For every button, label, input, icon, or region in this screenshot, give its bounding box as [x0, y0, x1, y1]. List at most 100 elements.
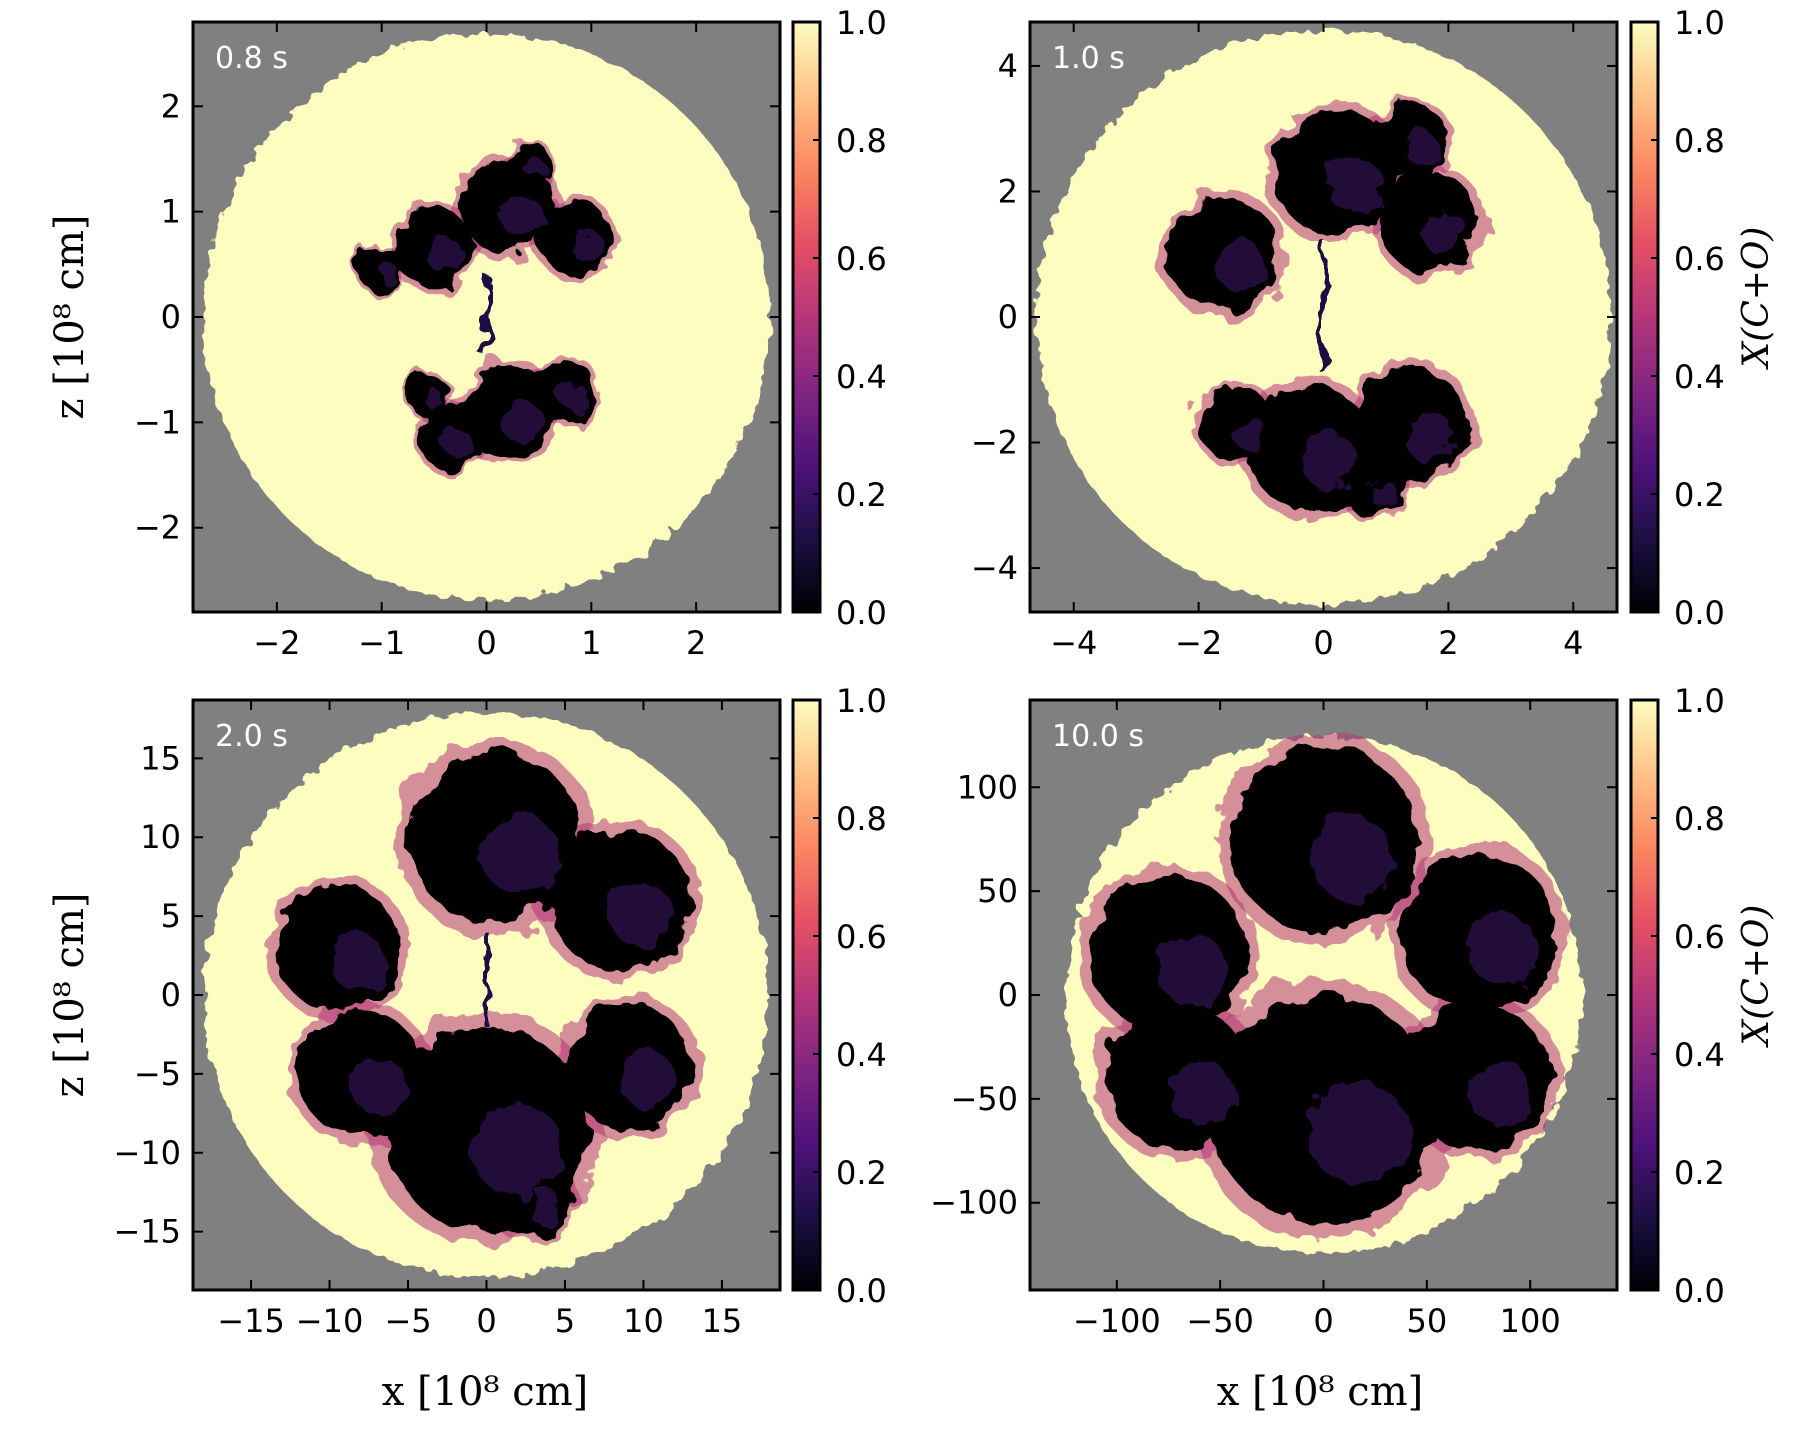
colorbar-tick-label: 0.2	[1674, 476, 1725, 514]
x-tick-label: 4	[1563, 624, 1583, 662]
plume-texture	[1467, 1060, 1533, 1126]
colorbar-tick-label: 1.0	[836, 4, 887, 42]
heatmap-content	[203, 33, 770, 601]
plume-texture	[1230, 414, 1265, 449]
burned-plumes	[265, 737, 702, 1247]
burned-plumes	[1078, 732, 1569, 1240]
panel-bottom-right: 10.0 s −100 −50 0 50 100 −100 −50 0 50 100 0.0 0.2 0.…	[930, 682, 1777, 1340]
colorbar	[791, 698, 822, 1292]
plume-texture	[1306, 1080, 1409, 1184]
plume-texture	[527, 1190, 564, 1226]
colorbar-tick-label: 0.2	[1674, 1154, 1725, 1192]
colorbar-label: X(C+O)	[1736, 227, 1777, 371]
plume-texture	[378, 263, 399, 285]
colorbar-tick-label: 0.0	[836, 594, 887, 632]
y-tick-label: 0	[161, 298, 181, 336]
time-label: 10.0 s	[1052, 719, 1144, 754]
heatmap-content	[1036, 29, 1611, 605]
colorbar-tick-label: 0.8	[1674, 122, 1725, 160]
plume-texture	[425, 390, 445, 410]
y-tick-label: −2	[134, 509, 181, 547]
colorbar-tick-label: 0.8	[836, 122, 887, 160]
plume-texture	[445, 430, 474, 459]
plume-texture	[1402, 409, 1454, 461]
plume-texture	[1422, 210, 1468, 256]
time-label: 1.0 s	[1052, 41, 1125, 76]
x-tick-label: −50	[1186, 1302, 1254, 1340]
plume-texture	[524, 158, 546, 180]
colorbar-label: X(C+O)	[1736, 905, 1777, 1049]
colorbar-tick-label: 0.2	[836, 476, 887, 514]
x-tick-label: −15	[217, 1302, 285, 1340]
colorbar	[1629, 20, 1660, 614]
y-tick-label: 50	[977, 872, 1018, 910]
x-tick-label: 0	[1313, 1302, 1333, 1340]
plume-texture	[1368, 478, 1397, 507]
colorbar-tick-label: 0.8	[1674, 800, 1725, 838]
plume-texture	[428, 238, 464, 275]
x-tick-label: 1	[581, 624, 601, 662]
y-tick-label: −1	[134, 403, 181, 441]
x-tick-label: −1	[358, 624, 405, 662]
colorbar-tick-label: 0.0	[1674, 1272, 1725, 1310]
plume-texture	[327, 932, 385, 989]
x-tick-label: −4	[1050, 624, 1097, 662]
plume-texture	[609, 882, 673, 947]
x-tick-label: −100	[1073, 1302, 1161, 1340]
plume-texture	[1405, 131, 1440, 166]
plume-texture	[1309, 816, 1394, 900]
y-tick-label: −10	[113, 1134, 181, 1172]
x-tick-label: 2	[686, 624, 706, 662]
x-tick-label: 0	[476, 1302, 496, 1340]
time-label: 0.8 s	[215, 41, 288, 76]
plume-texture	[471, 1103, 564, 1196]
plume-texture	[351, 1058, 409, 1115]
colorbar-tick-label: 0.4	[1674, 358, 1725, 396]
y-tick-label: −5	[134, 1055, 181, 1093]
y-tick-label: 10	[140, 818, 181, 856]
y-tick-label: −50	[950, 1080, 1018, 1118]
burned-plumes	[1158, 98, 1488, 523]
x-tick-label: 0	[1313, 624, 1333, 662]
plume-texture	[1326, 157, 1383, 214]
plume-texture	[570, 228, 604, 262]
colorbar-tick-label: 0.8	[836, 800, 887, 838]
plume-texture	[500, 400, 543, 443]
colorbar-tick-label: 0.4	[1674, 1036, 1725, 1074]
heatmap-content	[1065, 732, 1582, 1254]
y-tick-label: −4	[971, 549, 1018, 587]
y-axis-label: z [10⁸ cm]	[47, 215, 93, 420]
colorbar-tick-label: 0.6	[836, 918, 887, 956]
y-tick-label: 2	[161, 87, 181, 125]
x-tick-label: −2	[253, 624, 300, 662]
y-tick-label: 100	[957, 768, 1018, 806]
plume-texture	[1156, 933, 1228, 1005]
plume-texture	[618, 1050, 675, 1107]
plume-texture	[560, 382, 589, 412]
plume-texture	[500, 194, 543, 238]
colorbar-tick-label: 0.2	[836, 1154, 887, 1192]
x-tick-label: 0	[476, 624, 496, 662]
x-tick-label: 5	[555, 1302, 575, 1340]
colorbar-tick-label: 0.6	[836, 240, 887, 278]
plume-texture	[1466, 913, 1538, 984]
colorbar	[1629, 698, 1660, 1292]
colorbar-tick-label: 1.0	[1674, 682, 1725, 720]
x-tick-label: 50	[1406, 1302, 1447, 1340]
x-axis-label-right: x [10⁸ cm]	[1217, 1369, 1423, 1415]
y-tick-label: 0	[998, 976, 1018, 1014]
x-tick-label: −10	[296, 1302, 364, 1340]
plume-texture	[1301, 433, 1358, 490]
y-tick-label: 0	[998, 298, 1018, 336]
x-tick-label: −2	[1175, 624, 1222, 662]
colorbar-tick-label: 0.4	[836, 1036, 887, 1074]
x-tick-label: 2	[1438, 624, 1458, 662]
x-tick-label: 15	[702, 1302, 743, 1340]
y-axis-label: z [10⁸ cm]	[47, 893, 93, 1098]
panel-top-left: 0.8 s −2 −1 0 1 2 −2 −1 0 1 2 z [10⁸ cm] 0.0 0.2 0.4 0.…	[47, 4, 887, 662]
heatmap-content	[203, 712, 770, 1278]
x-axis-label-left: x [10⁸ cm]	[382, 1369, 588, 1415]
colorbar-tick-label: 0.0	[1674, 594, 1725, 632]
